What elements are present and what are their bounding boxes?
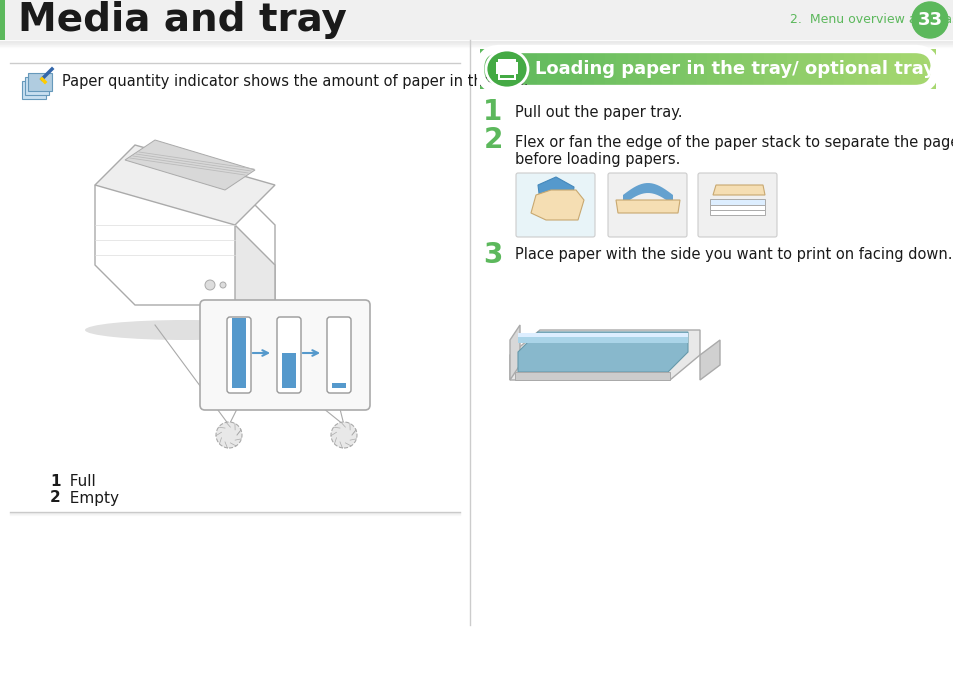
Bar — [559, 49, 572, 89]
Bar — [673, 49, 685, 89]
Bar — [604, 49, 617, 89]
Bar — [709, 204, 764, 210]
Polygon shape — [95, 145, 274, 225]
Bar — [499, 75, 514, 78]
Bar — [497, 59, 516, 65]
Polygon shape — [700, 340, 720, 380]
Bar — [627, 49, 639, 89]
Circle shape — [220, 282, 226, 288]
FancyBboxPatch shape — [227, 317, 251, 393]
Bar — [798, 49, 810, 89]
Text: 1: 1 — [50, 475, 60, 489]
Bar — [593, 49, 605, 89]
Bar — [515, 372, 669, 380]
FancyBboxPatch shape — [698, 173, 776, 237]
Polygon shape — [517, 333, 687, 337]
Text: 2: 2 — [483, 126, 502, 154]
Bar — [719, 49, 731, 89]
Bar — [911, 49, 923, 89]
Bar — [855, 49, 867, 89]
Bar — [232, 318, 246, 388]
Bar — [571, 49, 583, 89]
Text: Paper quantity indicator shows the amount of paper in the tray.: Paper quantity indicator shows the amoun… — [62, 74, 528, 89]
Polygon shape — [510, 330, 700, 380]
Polygon shape — [517, 337, 687, 343]
Bar — [763, 49, 776, 89]
Bar — [28, 73, 52, 91]
Bar — [888, 49, 901, 89]
Ellipse shape — [85, 320, 285, 340]
Bar — [25, 77, 49, 95]
Bar — [709, 199, 764, 205]
Bar — [877, 49, 889, 89]
Bar — [696, 49, 708, 89]
Text: Loading paper in the tray/ optional tray: Loading paper in the tray/ optional tray — [535, 60, 934, 78]
Ellipse shape — [485, 50, 527, 88]
Bar — [866, 49, 879, 89]
Polygon shape — [234, 225, 274, 305]
Polygon shape — [517, 332, 687, 372]
Bar — [0, 0, 953, 40]
Text: Media and tray: Media and tray — [18, 1, 347, 39]
Bar — [616, 49, 628, 89]
Bar — [581, 49, 594, 89]
Polygon shape — [616, 200, 679, 213]
Text: Flex or fan the edge of the paper stack to separate the pages
before loading pap: Flex or fan the edge of the paper stack … — [515, 135, 953, 167]
Bar — [22, 81, 46, 99]
Bar — [502, 49, 515, 89]
Circle shape — [331, 422, 356, 448]
Bar — [923, 49, 935, 89]
Text: 1: 1 — [483, 98, 502, 126]
FancyBboxPatch shape — [607, 173, 686, 237]
Bar — [497, 73, 516, 80]
Bar — [752, 49, 764, 89]
Bar — [775, 49, 787, 89]
Text: Empty: Empty — [60, 491, 119, 506]
Text: 3: 3 — [483, 241, 502, 269]
Bar — [514, 49, 526, 89]
Bar — [332, 383, 346, 388]
Text: 33: 33 — [917, 11, 942, 29]
Bar — [684, 49, 697, 89]
FancyBboxPatch shape — [200, 300, 370, 410]
Bar — [729, 49, 741, 89]
Text: Full: Full — [60, 475, 95, 489]
FancyBboxPatch shape — [516, 173, 595, 237]
Circle shape — [215, 422, 242, 448]
FancyBboxPatch shape — [327, 317, 351, 393]
Text: 2.  Menu overview and basic setup: 2. Menu overview and basic setup — [789, 14, 953, 26]
Bar — [491, 49, 503, 89]
Bar — [548, 49, 560, 89]
Circle shape — [911, 2, 947, 38]
Bar — [900, 49, 912, 89]
Bar — [537, 49, 549, 89]
Bar — [843, 49, 856, 89]
Bar — [496, 62, 517, 74]
Bar — [786, 49, 799, 89]
Text: Place paper with the side you want to print on facing down.: Place paper with the side you want to pr… — [515, 248, 951, 263]
Bar — [707, 49, 720, 89]
Bar — [821, 49, 833, 89]
Bar — [639, 49, 651, 89]
FancyBboxPatch shape — [276, 317, 301, 393]
Bar — [832, 49, 844, 89]
Polygon shape — [125, 140, 254, 190]
Bar — [809, 49, 821, 89]
Text: Pull out the paper tray.: Pull out the paper tray. — [515, 105, 681, 119]
Polygon shape — [510, 325, 519, 380]
Polygon shape — [712, 185, 764, 195]
Polygon shape — [95, 185, 274, 305]
Text: 2: 2 — [50, 491, 61, 506]
Bar — [282, 353, 295, 388]
Bar — [740, 49, 753, 89]
Bar — [650, 49, 662, 89]
Polygon shape — [537, 177, 574, 210]
Circle shape — [205, 280, 214, 290]
Bar — [709, 209, 764, 215]
Bar — [0, 0, 5, 40]
Bar — [479, 49, 492, 89]
Polygon shape — [531, 190, 583, 220]
Bar — [525, 49, 537, 89]
Bar — [661, 49, 674, 89]
